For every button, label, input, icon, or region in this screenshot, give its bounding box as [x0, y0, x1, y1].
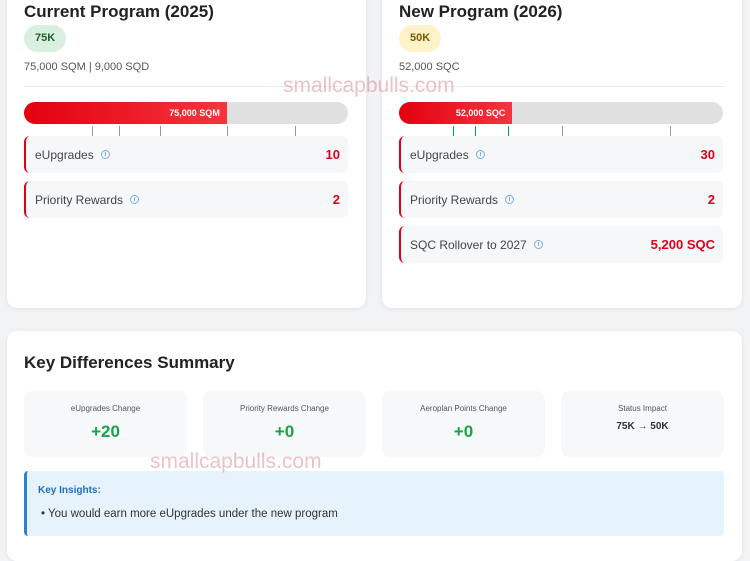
- insight-item: • You would earn more eUpgrades under th…: [41, 508, 338, 520]
- info-icon[interactable]: i: [533, 240, 543, 249]
- row-sqc-rollover: SQC Rollover to 2027 i 5,200 SQC: [399, 226, 723, 263]
- insights-title: Key Insights:: [38, 485, 101, 496]
- row-value: 30: [700, 147, 715, 162]
- new-program-card: New Program (2026) 50K 52,000 SQC 52,000…: [382, 0, 742, 308]
- card-title: Current Program (2025): [24, 2, 214, 21]
- insight-text: You would earn more eUpgrades under the …: [48, 508, 338, 520]
- stat-label: Aeroplan Points Change: [420, 404, 507, 413]
- row-label: SQC Rollover to 2027: [410, 237, 527, 252]
- divider: [24, 86, 349, 87]
- key-insights-box: Key Insights: • You would earn more eUpg…: [24, 471, 724, 536]
- row-label: eUpgrades: [410, 147, 469, 162]
- stat-value: +0: [453, 422, 474, 441]
- summary-title: Key Differences Summary: [24, 353, 235, 372]
- row-value: 2: [707, 192, 715, 207]
- row-label: eUpgrades: [35, 147, 94, 162]
- stat-label: eUpgrades Change: [70, 404, 141, 413]
- stat-value: 75K → 50K: [616, 421, 669, 432]
- stat-label: Status Impact: [618, 404, 667, 413]
- watermark: smallcapbulls.com: [150, 450, 322, 473]
- watermark: smallcapbulls.com: [283, 74, 455, 97]
- row-label: Priority Rewards: [35, 192, 124, 207]
- qualifying-detail: 75,000 SQM | 9,000 SQD: [24, 61, 150, 73]
- progress-fill: 52,000 SQC: [399, 102, 513, 124]
- stat-label: Priority Rewards Change: [240, 404, 329, 413]
- current-program-card: Current Program (2025) 75K 75,000 SQM | …: [7, 0, 366, 308]
- info-icon[interactable]: i: [130, 195, 140, 204]
- row-value: 5,200 SQC: [650, 237, 715, 252]
- stat-value: +0: [274, 422, 295, 441]
- progress-bar: 52,000 SQC: [399, 102, 723, 124]
- status-badge: 75K: [24, 25, 67, 52]
- info-icon[interactable]: i: [475, 150, 485, 159]
- row-eupgrades: eUpgrades i 30: [399, 136, 723, 173]
- row-priority-rewards: Priority Rewards i 2: [24, 181, 348, 218]
- info-icon[interactable]: i: [505, 195, 515, 204]
- stat-value: +20: [91, 422, 120, 441]
- status-badge: 50K: [399, 25, 442, 52]
- row-eupgrades: eUpgrades i 10: [24, 136, 348, 173]
- card-title: New Program (2026): [399, 2, 563, 21]
- stat-status-impact: Status Impact 75K → 50K: [561, 391, 724, 457]
- progress-fill: 75,000 SQM: [24, 102, 227, 124]
- stat-priority-rewards-change: Priority Rewards Change +0: [203, 391, 366, 457]
- info-icon[interactable]: i: [100, 150, 110, 159]
- qualifying-detail: 52,000 SQC: [399, 61, 460, 73]
- row-label: Priority Rewards: [410, 192, 499, 207]
- row-priority-rewards: Priority Rewards i 2: [399, 181, 723, 218]
- stat-eupgrades-change: eUpgrades Change +20: [24, 391, 187, 457]
- row-value: 2: [332, 192, 340, 207]
- progress-bar: 75,000 SQM: [24, 102, 348, 124]
- divider: [399, 86, 725, 87]
- row-value: 10: [325, 147, 340, 162]
- stat-aeroplan-points-change: Aeroplan Points Change +0: [382, 391, 545, 457]
